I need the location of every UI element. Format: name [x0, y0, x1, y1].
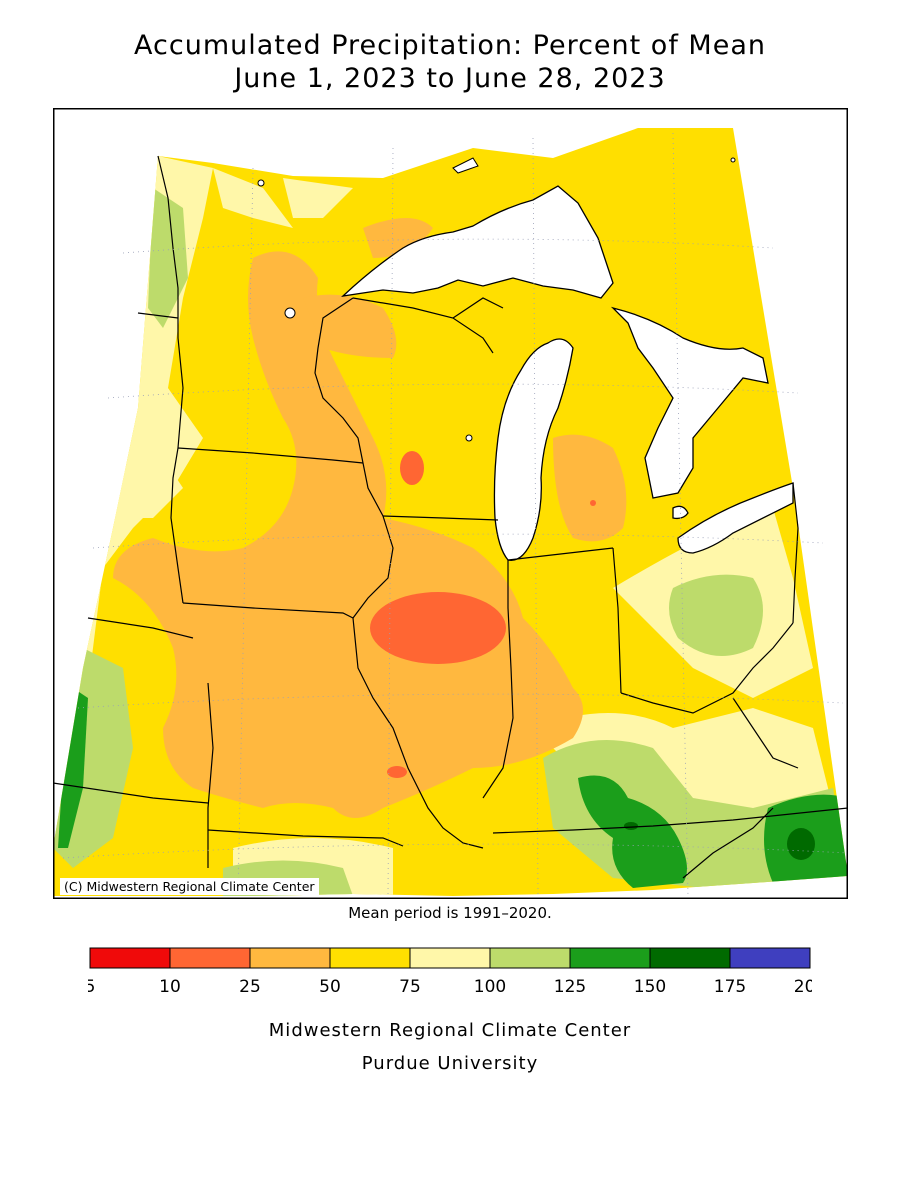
island-a — [257, 179, 265, 187]
island-c — [465, 434, 473, 442]
graticule-line — [672, 132, 689, 897]
legend-swatch-150-175 — [649, 947, 731, 969]
border-mo-ks — [207, 682, 214, 868]
border-in-oh — [612, 547, 622, 694]
legend-swatch-10-25 — [169, 947, 251, 969]
map-title: Accumulated Precipitation: Percent of Me… — [134, 30, 766, 61]
field-150-175-a — [624, 822, 638, 830]
border-ia-west — [170, 447, 184, 604]
graticule-line — [107, 383, 799, 399]
border-mo-south — [207, 829, 404, 847]
legend-swatch-25-50 — [249, 947, 331, 969]
border-wi-il — [382, 515, 499, 521]
field-10-25-michigan — [590, 500, 596, 506]
great-lakes — [341, 185, 794, 561]
lake-erie — [677, 482, 794, 554]
map-frame — [53, 108, 848, 899]
border-mn-wi — [314, 297, 364, 464]
legend-swatch-175-200 — [729, 947, 811, 969]
state-borders — [53, 155, 848, 879]
legend-tick-label: 100 — [474, 977, 506, 997]
isle-royale — [452, 157, 479, 174]
border-mn-south — [177, 447, 364, 464]
border-ne-sd — [87, 617, 194, 639]
legend-tick-label: 5 — [88, 977, 95, 997]
map-date-range: June 1, 2023 to June 28, 2023 — [234, 63, 666, 94]
border-oh-east — [792, 482, 799, 624]
island-d — [730, 157, 736, 163]
legend-tick-label: 150 — [634, 977, 666, 997]
color-legend: 5 10 25 50 75 100 125 150 175 200 — [88, 947, 812, 997]
border-oh-ky — [620, 622, 794, 714]
field-25-50-northeast — [303, 294, 397, 358]
mean-period-note: Mean period is 1991–2020. — [348, 904, 552, 922]
legend-swatch-5-10 — [89, 947, 171, 969]
border-ia-south — [182, 602, 354, 619]
precipitation-map — [53, 108, 848, 899]
border-il-in — [482, 560, 514, 799]
field-25-50-north — [113, 251, 583, 819]
border-ky-wv — [732, 697, 799, 769]
legend-swatch-125-150 — [569, 947, 651, 969]
legend-tick-label: 10 — [159, 977, 181, 997]
field-25-50-upper — [363, 218, 433, 258]
border-ky-va — [682, 807, 774, 879]
border-mi-upper — [452, 297, 504, 319]
field-10-25-illinois — [370, 592, 506, 664]
legend-tick-label: 175 — [714, 977, 746, 997]
field-125-150-west — [58, 688, 88, 848]
legend-tick-label: 75 — [399, 977, 421, 997]
legend-tick-label: 25 — [239, 977, 261, 997]
island-b — [284, 307, 296, 319]
field-100-125-east — [669, 574, 763, 656]
border-mn-nd — [157, 155, 184, 449]
legend-tick-label: 200 — [794, 977, 812, 997]
border-mn-sd-top — [137, 312, 179, 319]
graticule — [62, 132, 848, 897]
border-ne-ks — [53, 782, 209, 804]
footer-organization: Midwestern Regional Climate Center — [268, 1020, 632, 1041]
field-10-25-missouri — [387, 766, 407, 778]
legend-swatch-50-75 — [329, 947, 411, 969]
footer-university: Purdue University — [361, 1053, 539, 1074]
field-75-100-north-shore — [283, 178, 353, 218]
field-75-100-northwest — [213, 168, 293, 228]
field-125-150-southeast — [578, 775, 687, 888]
lake-superior — [341, 185, 614, 299]
legend-swatch-75-100 — [409, 947, 491, 969]
border-in-mi — [507, 547, 614, 561]
legend-tick-label: 50 — [319, 977, 341, 997]
islands — [257, 157, 736, 442]
field-10-25-wisconsin — [400, 451, 424, 485]
field-75-100-west-central — [113, 458, 183, 518]
legend-bins — [89, 947, 811, 969]
lake-huron — [610, 306, 769, 499]
map-credit: (C) Midwestern Regional Climate Center — [60, 878, 319, 895]
lake-michigan — [493, 338, 574, 561]
lake-st-clair — [672, 505, 689, 520]
border-il-mo — [352, 617, 484, 849]
border-ky-tn — [492, 807, 848, 834]
field-150-175-b — [787, 828, 815, 860]
legend-ticks: 5 10 25 50 75 100 125 150 175 200 — [88, 977, 812, 997]
legend-swatch-100-125 — [489, 947, 571, 969]
legend-tick-label: 125 — [554, 977, 586, 997]
field-25-50-michigan — [553, 434, 627, 542]
border-ia-il — [352, 462, 394, 619]
